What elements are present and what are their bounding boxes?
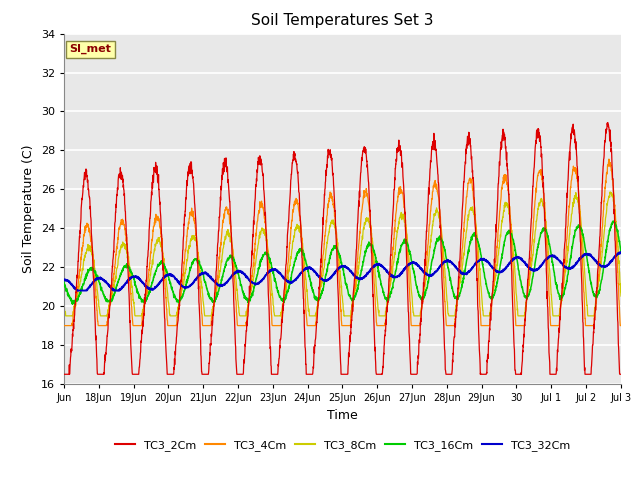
Y-axis label: Soil Temperature (C): Soil Temperature (C) <box>22 144 35 273</box>
Title: Soil Temperatures Set 3: Soil Temperatures Set 3 <box>251 13 434 28</box>
Legend: TC3_2Cm, TC3_4Cm, TC3_8Cm, TC3_16Cm, TC3_32Cm: TC3_2Cm, TC3_4Cm, TC3_8Cm, TC3_16Cm, TC3… <box>110 436 575 456</box>
X-axis label: Time: Time <box>327 408 358 421</box>
Text: SI_met: SI_met <box>70 44 111 54</box>
